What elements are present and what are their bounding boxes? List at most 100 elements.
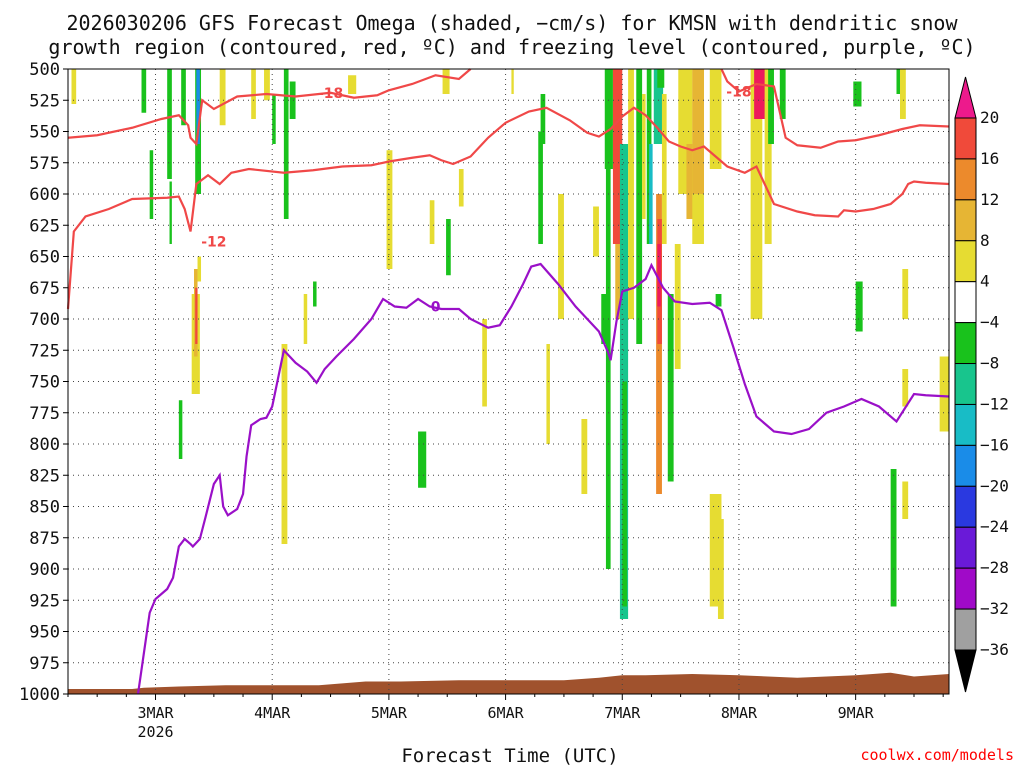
dgz-contour-label: -12 (201, 235, 226, 251)
y-tick-label: 675 (29, 279, 60, 299)
colorbar-top-triangle (954, 76, 977, 119)
omega-patch (442, 69, 450, 94)
omega-patch (540, 94, 546, 144)
omega-patch (558, 194, 564, 319)
x-tick-sublabel: 2026 (137, 723, 173, 741)
omega-patch (853, 81, 862, 107)
colorbar-label: −36 (980, 640, 1009, 659)
colorbar-bin (954, 117, 977, 160)
temperature-contours: -18 -18 -12 0 (66, 68, 950, 695)
watermark: coolwx.com/models (860, 746, 1014, 764)
omega-patch (167, 69, 172, 179)
colorbar-bin (954, 403, 977, 446)
dgz-contour-label: -18 (318, 86, 343, 102)
colorbar-label: 12 (980, 190, 999, 209)
colorbar-label: −16 (980, 435, 1009, 454)
omega-patch (612, 69, 623, 244)
omega-patch (661, 94, 667, 244)
omega-patch (429, 200, 435, 244)
omega-patch (628, 69, 634, 319)
omega-patch (674, 244, 681, 369)
omega-patch (657, 69, 665, 88)
omega-patch (622, 381, 627, 607)
omega-patch (169, 181, 172, 244)
y-tick-label: 975 (29, 654, 60, 674)
y-tick-label: 775 (29, 404, 60, 424)
y-tick-label: 550 (29, 123, 60, 143)
omega-patch (283, 69, 289, 219)
x-tick-label: 7MAR (604, 704, 641, 722)
omega-patch (149, 150, 154, 219)
omega-patch (754, 69, 766, 119)
omega-patch (653, 69, 664, 144)
omega-patch (264, 69, 270, 101)
omega-patch (902, 369, 909, 407)
omega-patch (71, 69, 77, 104)
omega-patch (902, 269, 909, 319)
terrain-fill (68, 672, 949, 694)
colorbar-label: 8 (980, 231, 990, 250)
omega-patch (750, 69, 763, 319)
dgz-contour (720, 68, 950, 149)
omega-patch (855, 281, 863, 332)
colorbar-label: −12 (980, 394, 1009, 413)
colorbar-bin (954, 158, 977, 201)
x-tick-label: 4MAR (254, 704, 291, 722)
omega-patch (649, 144, 653, 244)
omega-patch (899, 69, 906, 119)
colorbar-bin (954, 199, 977, 242)
colorbar-bin (954, 567, 977, 610)
freezing-level-contour-label: 0 (431, 300, 441, 316)
omega-patch (181, 69, 186, 126)
colorbar-bin (954, 322, 977, 365)
omega-patch (458, 169, 464, 207)
dgz-contour (67, 68, 472, 147)
omega-patch (717, 519, 724, 619)
chart-title-line2: growth region (contoured, red, ºC) and f… (48, 35, 975, 59)
colorbar-label: −8 (980, 354, 999, 373)
colorbar-bin (954, 485, 977, 528)
omega-patch (272, 94, 276, 144)
omega-patch (281, 344, 288, 544)
omega-patch (219, 69, 226, 126)
omega-patch (511, 69, 514, 94)
omega-patch (657, 244, 661, 307)
y-tick-label: 500 (29, 60, 60, 80)
y-tick-label: 725 (29, 341, 60, 361)
y-tick-label: 700 (29, 310, 60, 330)
omega-patch (642, 94, 646, 219)
colorbar-bin (954, 363, 977, 405)
omega-patch (313, 281, 317, 307)
omega-patch (289, 81, 296, 119)
omega-shading (71, 69, 949, 619)
x-tick-label: 8MAR (721, 704, 758, 722)
omega-patch (902, 481, 909, 519)
omega-patch (667, 294, 674, 482)
y-tick-label: 875 (29, 529, 60, 549)
colorbar: 20 16 12 8 4 −4 −8 −12 −16 −20 −24 −28 −32 −36 (954, 76, 1009, 693)
colorbar-label: 16 (980, 149, 999, 168)
y-tick-label: 850 (29, 498, 60, 518)
omega-patch (141, 69, 147, 113)
colorbar-label: 20 (980, 108, 999, 127)
y-tick-label: 650 (29, 248, 60, 268)
omega-patch (303, 294, 308, 344)
omega-patch (764, 69, 772, 244)
omega-patch (636, 69, 643, 344)
omega-patch (604, 69, 613, 169)
x-tick-label: 9MAR (838, 704, 875, 722)
omega-patch (605, 169, 611, 569)
colorbar-label: 4 (980, 272, 990, 291)
y-tick-label: 800 (29, 435, 60, 455)
omega-patch (593, 206, 599, 257)
plot-grid (68, 69, 949, 694)
colorbar-bottom-triangle (954, 649, 977, 693)
omega-patch (538, 131, 543, 244)
y-tick-label: 625 (29, 216, 60, 236)
dgz-contour-label: -18 (726, 85, 751, 101)
colorbar-bin (954, 526, 977, 569)
omega-patch (418, 431, 427, 488)
omega-patch (896, 69, 903, 94)
omega-patch (178, 400, 183, 459)
